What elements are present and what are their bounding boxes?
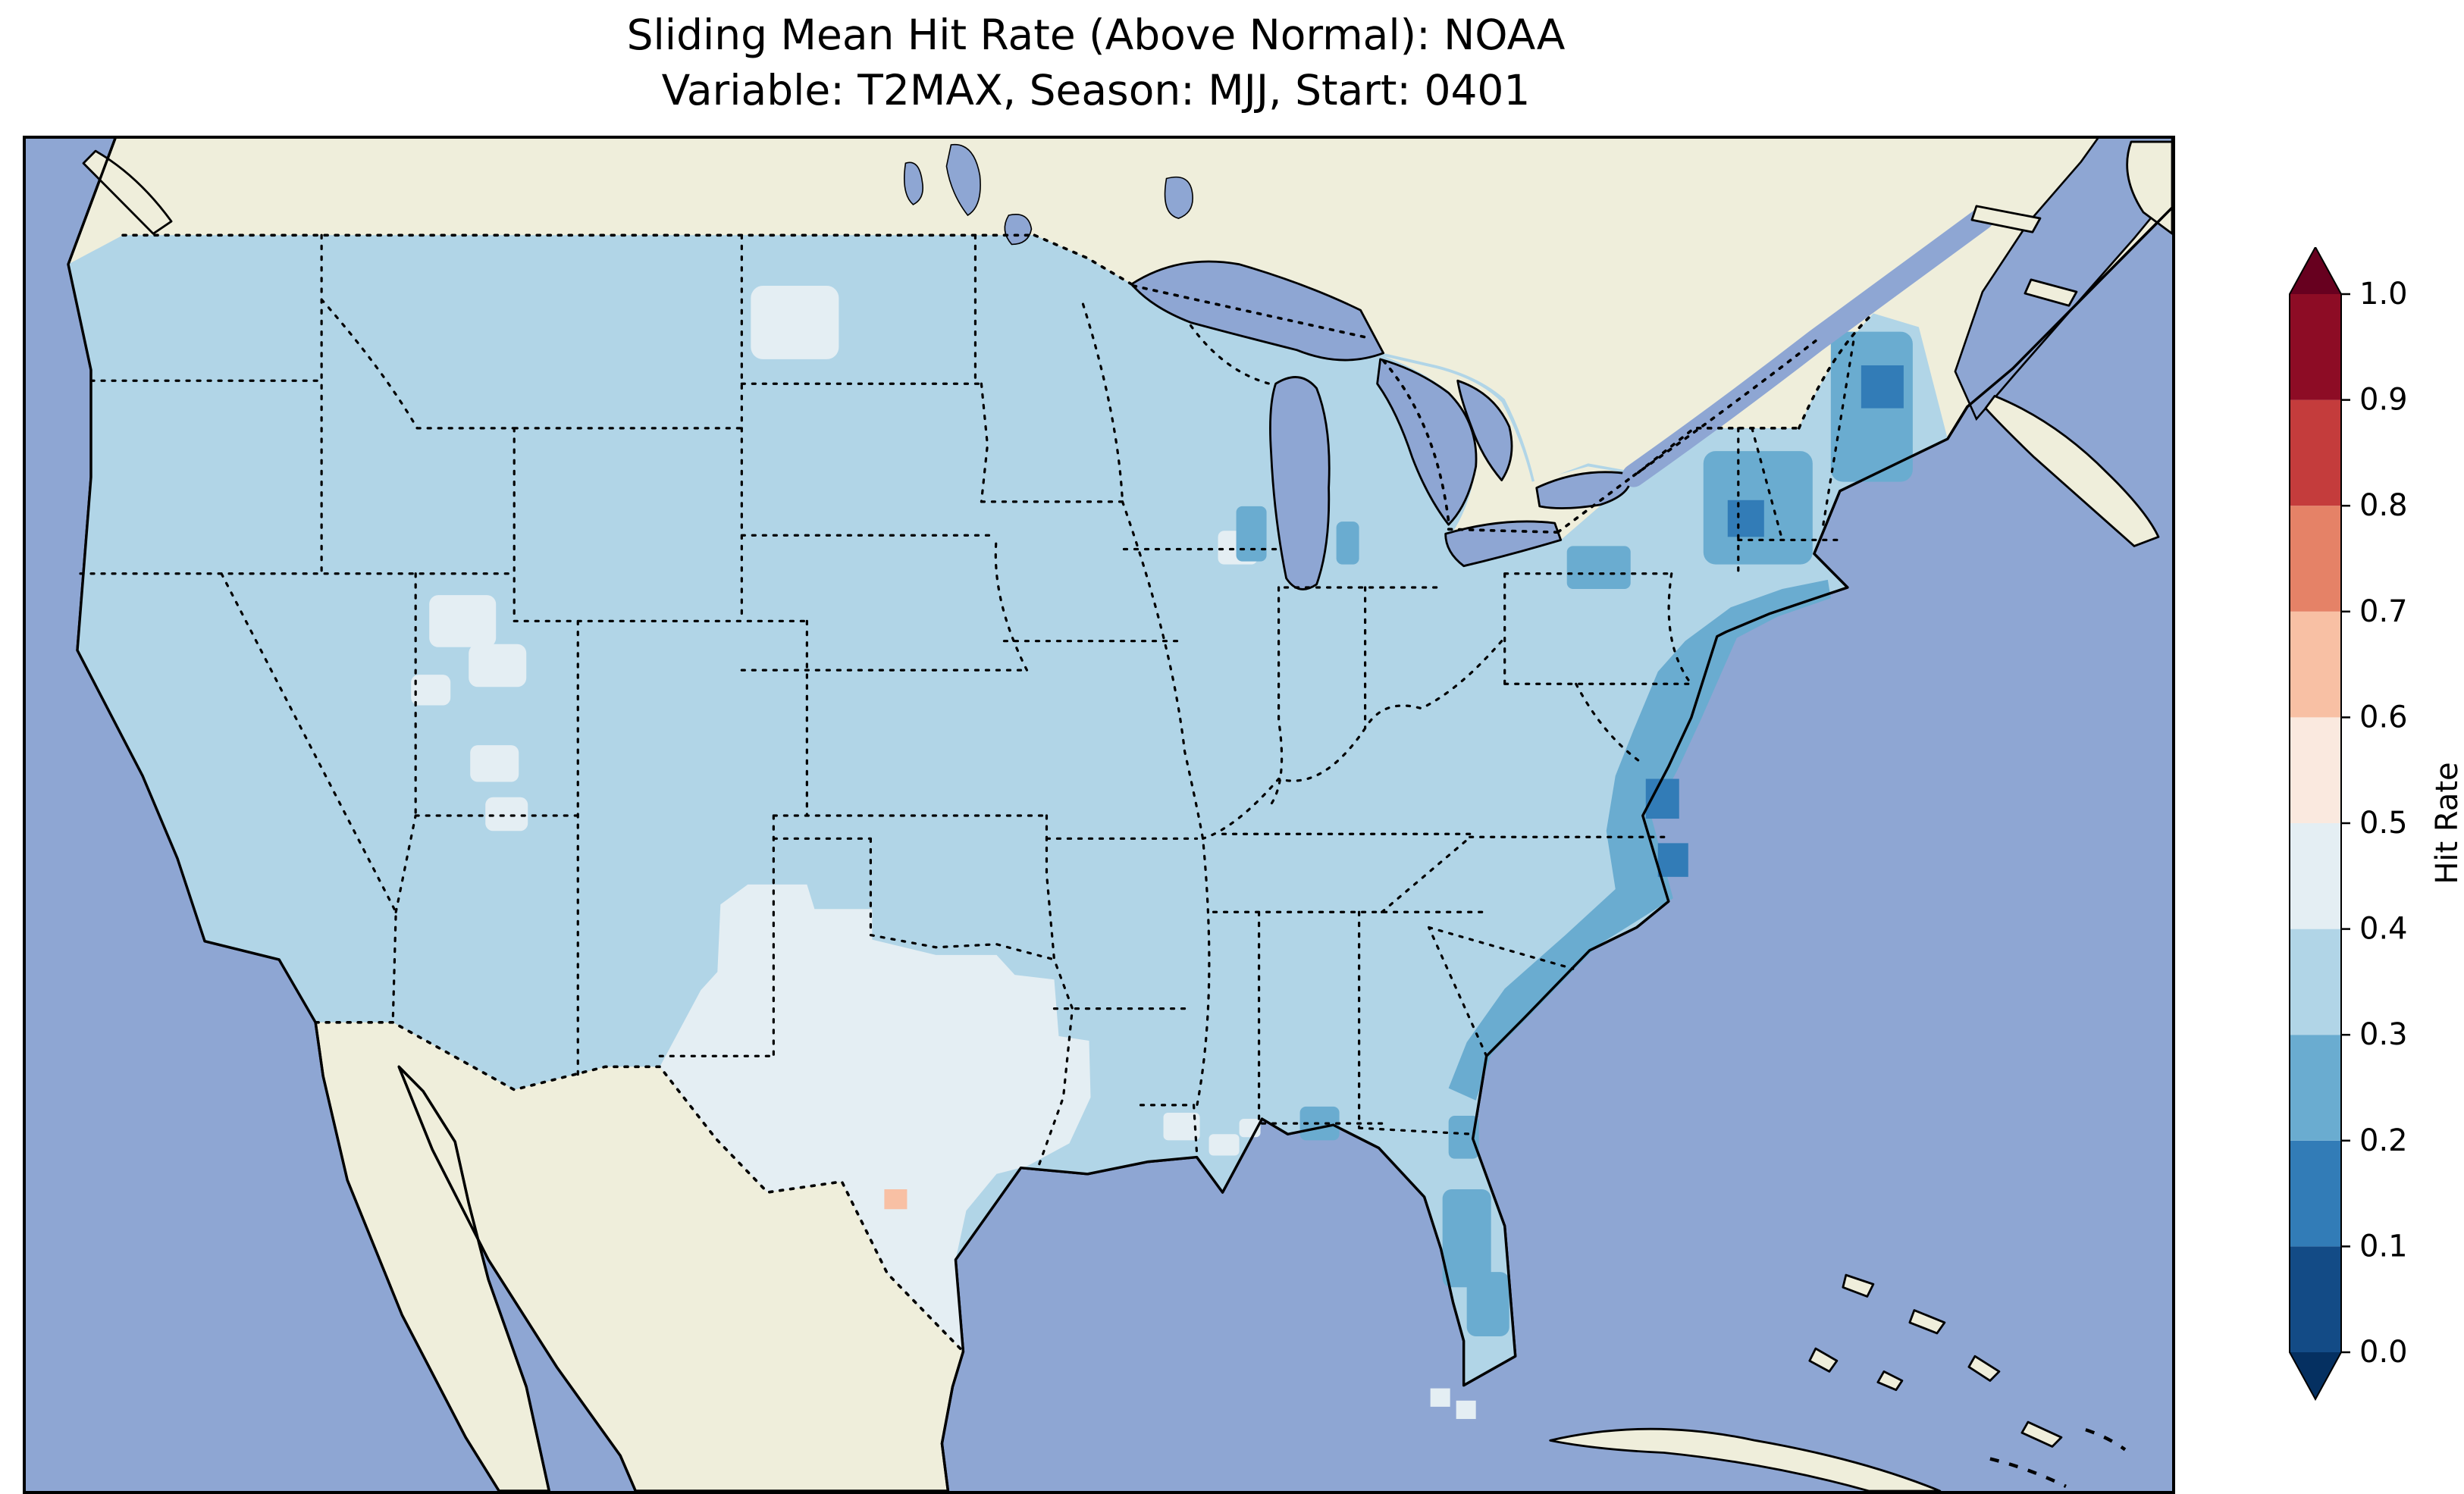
colorbar-band — [2290, 823, 2341, 929]
colorbar: 1.0 0.9 0.8 0.7 0.6 0.5 0.4 0.3 0.2 0.1 0.0 Hit Ra… — [2274, 245, 2464, 1407]
lake-superior — [1130, 260, 1385, 362]
island-chain-dashes — [1989, 1428, 2127, 1488]
new-york-darkest-cell — [1727, 500, 1764, 537]
darkest-cells-band-0p1-0p2 — [1645, 365, 1904, 877]
great-lakes — [1130, 260, 1632, 590]
colorbar-scale: 1.0 0.9 0.8 0.7 0.6 0.5 0.4 0.3 0.2 0.1 0.0 — [2289, 245, 2408, 1402]
florida-dark-patch — [1448, 1116, 1479, 1159]
figure-title: Sliding Mean Hit Rate (Above Normal): NO… — [23, 8, 2169, 117]
lake-huron — [1376, 358, 1478, 526]
colorbar-tick-label: 0.6 — [2359, 700, 2408, 734]
colorbar-under-arrow — [2290, 1352, 2341, 1399]
colorbar-band — [2290, 929, 2341, 1035]
cuba — [1549, 1427, 1942, 1491]
utah-light-patch — [429, 595, 497, 647]
national-borders — [121, 233, 1875, 1353]
texas-light-patch — [660, 884, 1091, 1352]
state-borders — [79, 233, 1855, 1167]
colorbar-tick-label: 0.5 — [2359, 806, 2408, 841]
bahamas-island — [1808, 1347, 1839, 1373]
lake-ontario — [1535, 471, 1632, 509]
gulf-of-st-lawrence — [1954, 139, 2172, 421]
title-line2: Variable: T2MAX, Season: MJJ, Start: 040… — [661, 65, 1531, 114]
lake-erie — [1444, 520, 1563, 568]
nova-scotia — [1984, 395, 2160, 547]
prince-edward-island — [2024, 278, 2078, 307]
anticosti-island — [1970, 205, 2042, 233]
georgian-bay — [1456, 379, 1513, 481]
colorbar-over-arrow — [2290, 247, 2341, 294]
lake-of-the-woods — [1004, 214, 1033, 246]
bahamas-island — [1842, 1273, 1875, 1298]
map-panel — [23, 136, 2175, 1494]
colorbar-band — [2290, 399, 2341, 506]
florida-dark-patch — [1466, 1272, 1509, 1336]
bahamas-island — [1876, 1370, 1904, 1392]
new-mexico-light-patch — [485, 797, 528, 832]
colorbar-tick-label: 0.9 — [2359, 383, 2408, 418]
newfoundland — [2126, 140, 2172, 235]
bahamas-island — [1908, 1309, 1946, 1335]
light-patches-band-0p4-0p5 — [411, 285, 1476, 1420]
florida-keys-light-cell — [1430, 1388, 1450, 1407]
chesapeake-darkest-cell — [1657, 843, 1688, 877]
colorbar-tick-label: 0.8 — [2359, 488, 2408, 523]
louisiana-light-cell — [1208, 1134, 1240, 1156]
lake-manitoba — [903, 161, 923, 205]
canada-lakes — [903, 143, 1193, 246]
colorbar-tick-label: 0.7 — [2359, 594, 2408, 629]
lake-michigan — [1269, 376, 1331, 590]
colorbar-tick-label: 0.3 — [2359, 1017, 2408, 1052]
florida-keys-light-cell — [1456, 1400, 1476, 1420]
colorbar-band — [2290, 294, 2341, 400]
colorbar-label: Hit Rate — [2430, 762, 2464, 885]
lake-erie-shore-dark-patch — [1566, 546, 1631, 589]
lake-nipigon — [1164, 176, 1193, 219]
lake-michigan-west-shore-patch — [1236, 506, 1267, 562]
caribbean-island — [2020, 1420, 2063, 1448]
colorbar-band — [2290, 1140, 2341, 1247]
maine-darkest-cell — [1861, 365, 1904, 409]
colorbar-band — [2290, 611, 2341, 718]
colorbar-band — [2290, 1246, 2341, 1352]
title-line1: Sliding Mean Hit Rate (Above Normal): NO… — [626, 11, 1566, 59]
bahamas-island — [1967, 1355, 2001, 1382]
coastline — [67, 139, 2172, 1491]
colorbar-tick-label: 0.2 — [2359, 1123, 2408, 1158]
utah-light-patch — [469, 644, 527, 687]
conus-hit-rate-map — [26, 139, 2172, 1491]
colorbar-tick-label: 1.0 — [2359, 277, 2408, 312]
texas-warm-cell — [884, 1189, 908, 1210]
colorbar-tick-label: 0.0 — [2359, 1335, 2408, 1370]
colorbar-band — [2290, 717, 2341, 823]
louisiana-light-cell — [1163, 1112, 1200, 1141]
utah-light-patch — [470, 745, 519, 782]
utah-light-patch — [411, 675, 451, 706]
north-dakota-light-patch — [751, 285, 839, 359]
lake-michigan-east-shore-patch — [1336, 521, 1359, 565]
florida-dark-patch — [1442, 1189, 1491, 1288]
east-coast-dark-band — [1448, 579, 1831, 1101]
colorbar-band — [2290, 1035, 2341, 1141]
lake-winnipeg — [945, 143, 981, 217]
colorbar-tick-label: 0.1 — [2359, 1229, 2408, 1264]
mobile-bay-dark-patch — [1299, 1106, 1340, 1141]
colorbar-band — [2290, 506, 2341, 612]
colorbar-tick-label: 0.4 — [2359, 912, 2408, 947]
